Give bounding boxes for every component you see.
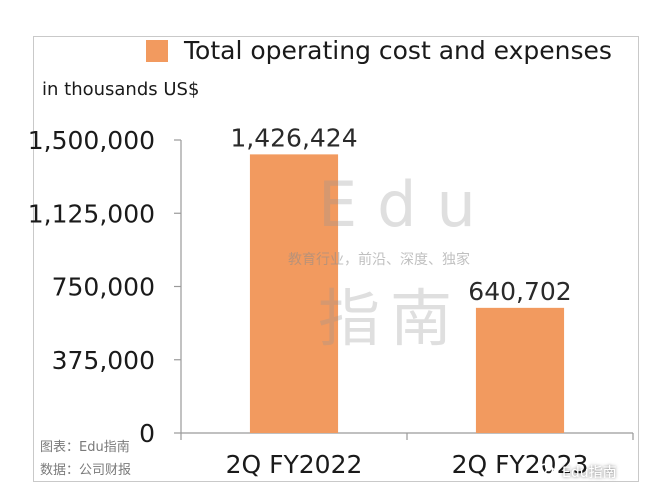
data-source: 数据：公司财报: [40, 463, 132, 478]
legend-swatch: [146, 40, 168, 62]
chart-credit: 图表：Edu指南: [40, 440, 130, 455]
bar-2: [475, 307, 565, 433]
account-name: Edu指南: [562, 465, 617, 481]
bar-1: [249, 154, 339, 434]
watermark-brand-cn: 指南: [318, 282, 463, 355]
bar-value-label: 1,426,424: [230, 123, 357, 152]
watermark-tagline: 教育行业，前沿、深度、独家: [288, 252, 470, 268]
y-tick-label: 750,000: [52, 273, 155, 302]
bar-value-label: 640,702: [468, 277, 571, 306]
y-axis-unit-label: in thousands US$: [42, 79, 200, 100]
wechat-icon: [538, 463, 558, 479]
x-category-label: 2Q FY2023: [452, 450, 589, 479]
y-tick-label: 1,125,000: [28, 199, 155, 228]
y-tick-label: 1,500,000: [28, 126, 155, 155]
y-tick-label: 375,000: [52, 346, 155, 375]
watermark-brand: Edu: [318, 168, 496, 241]
x-category-label: 2Q FY2022: [226, 450, 363, 479]
legend-label: Total operating cost and expenses: [184, 36, 612, 65]
chart-frame: [33, 36, 639, 482]
y-tick-label: 0: [139, 419, 155, 448]
